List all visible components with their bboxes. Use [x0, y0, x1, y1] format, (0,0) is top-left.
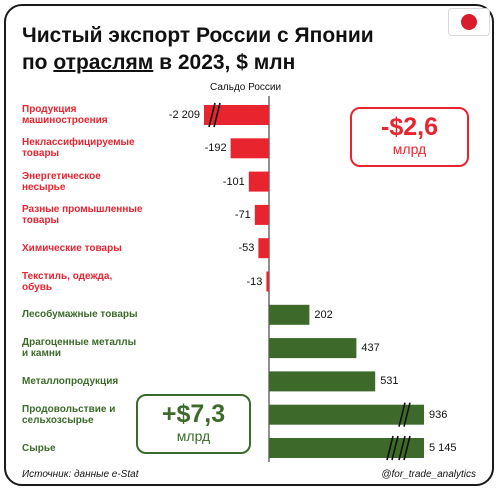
category-label: Энергетическое несырье	[22, 171, 172, 193]
axis-break-mark	[208, 102, 216, 128]
bar	[230, 138, 269, 159]
category-label-line: Продукция	[22, 104, 77, 115]
category-label: Текстиль, одежда, обувь	[22, 271, 172, 293]
bar	[269, 338, 357, 359]
bar	[269, 371, 376, 392]
category-label-line: товары	[22, 148, 60, 160]
bar	[266, 271, 269, 292]
value-label: 202	[314, 308, 333, 321]
category-label: Разные промышленные товары	[22, 204, 172, 226]
positive-total-box: +$7,3 млрд	[136, 394, 251, 454]
axis-break-mark	[398, 402, 406, 427]
title-line-2-underlined: отраслям	[53, 51, 154, 74]
axis-label: Сальдо России	[210, 82, 282, 93]
category-label: Металлопродукция	[22, 376, 172, 387]
source-note: Источник: данные e-Stat	[22, 469, 139, 480]
flag-sun-icon	[461, 14, 477, 30]
negative-total-unit: млрд	[392, 141, 427, 157]
positive-total-value: +$7,3	[161, 400, 226, 428]
value-label: -2 209	[168, 109, 200, 121]
category-label-line: обувь	[22, 281, 53, 293]
category-label-line: Неклассифицируемые	[22, 137, 135, 149]
category-label-line: несырье	[22, 181, 66, 193]
value-label: 5 145	[429, 442, 457, 454]
axis-break-mark	[398, 435, 406, 461]
category-label: Неклассифицируемые товары	[22, 137, 172, 159]
category-label-line: Металлопродукция	[22, 375, 119, 387]
axis-break-mark	[391, 435, 399, 461]
category-label: Лесобумажные товары	[22, 309, 172, 320]
category-label: Химические товары	[22, 243, 172, 254]
category-label: Продукция машиностроения	[22, 104, 172, 126]
value-label: -71	[234, 208, 251, 221]
value-label: -53	[238, 242, 255, 255]
bar	[269, 404, 424, 425]
author-handle: @for_trade_analytics	[381, 469, 476, 480]
category-label: Сырье	[22, 443, 172, 454]
category-label-line: сельхозсырье	[22, 414, 94, 426]
axis-break-mark	[386, 435, 394, 461]
category-label-line: Драгоценные металлы	[22, 337, 137, 349]
bar	[269, 304, 310, 325]
category-label: Продовольствие и сельхозсырье	[22, 404, 172, 426]
negative-total-value: -$2,6	[381, 113, 438, 141]
negative-total-box: -$2,6 млрд	[350, 107, 469, 167]
category-label-line: Лесобумажные товары	[22, 309, 138, 321]
axis-break-mark	[213, 102, 221, 128]
bar	[258, 238, 269, 259]
value-label: -101	[222, 175, 245, 188]
category-label-line: машиностроения	[22, 115, 108, 126]
category-label-line: и камни	[22, 348, 62, 360]
category-label: Драгоценные металлы и камни	[22, 337, 172, 359]
value-label: -192	[204, 142, 227, 155]
positive-total-unit: млрд	[176, 428, 211, 444]
bar	[204, 105, 269, 125]
category-label-line: Химические товары	[22, 242, 122, 254]
bar	[254, 204, 269, 225]
chart-title: Чистый экспорт России с Японии по отрасл…	[22, 22, 374, 76]
value-label: -13	[246, 275, 263, 288]
category-label-line: Разные промышленные	[22, 203, 143, 215]
category-label-line: Текстиль, одежда,	[22, 270, 113, 282]
category-label-line: Сырье	[22, 442, 56, 454]
category-label-line: Продовольствие и	[22, 403, 116, 415]
title-line-1: Чистый экспорт России с Японии	[22, 24, 374, 47]
value-label: 437	[361, 342, 380, 355]
title-line-2-prefix: по	[22, 51, 54, 74]
category-label-line: товары	[22, 214, 60, 226]
value-label: 936	[429, 408, 448, 421]
bar	[248, 171, 269, 192]
axis-break-mark	[403, 402, 411, 427]
bar	[269, 438, 424, 458]
category-label-line: Энергетическое	[22, 170, 101, 182]
japan-flag-icon	[448, 8, 490, 36]
axis-break-mark	[403, 435, 411, 461]
title-line-2-suffix: в 2023, $ млн	[153, 51, 296, 74]
value-label: 531	[380, 375, 399, 388]
